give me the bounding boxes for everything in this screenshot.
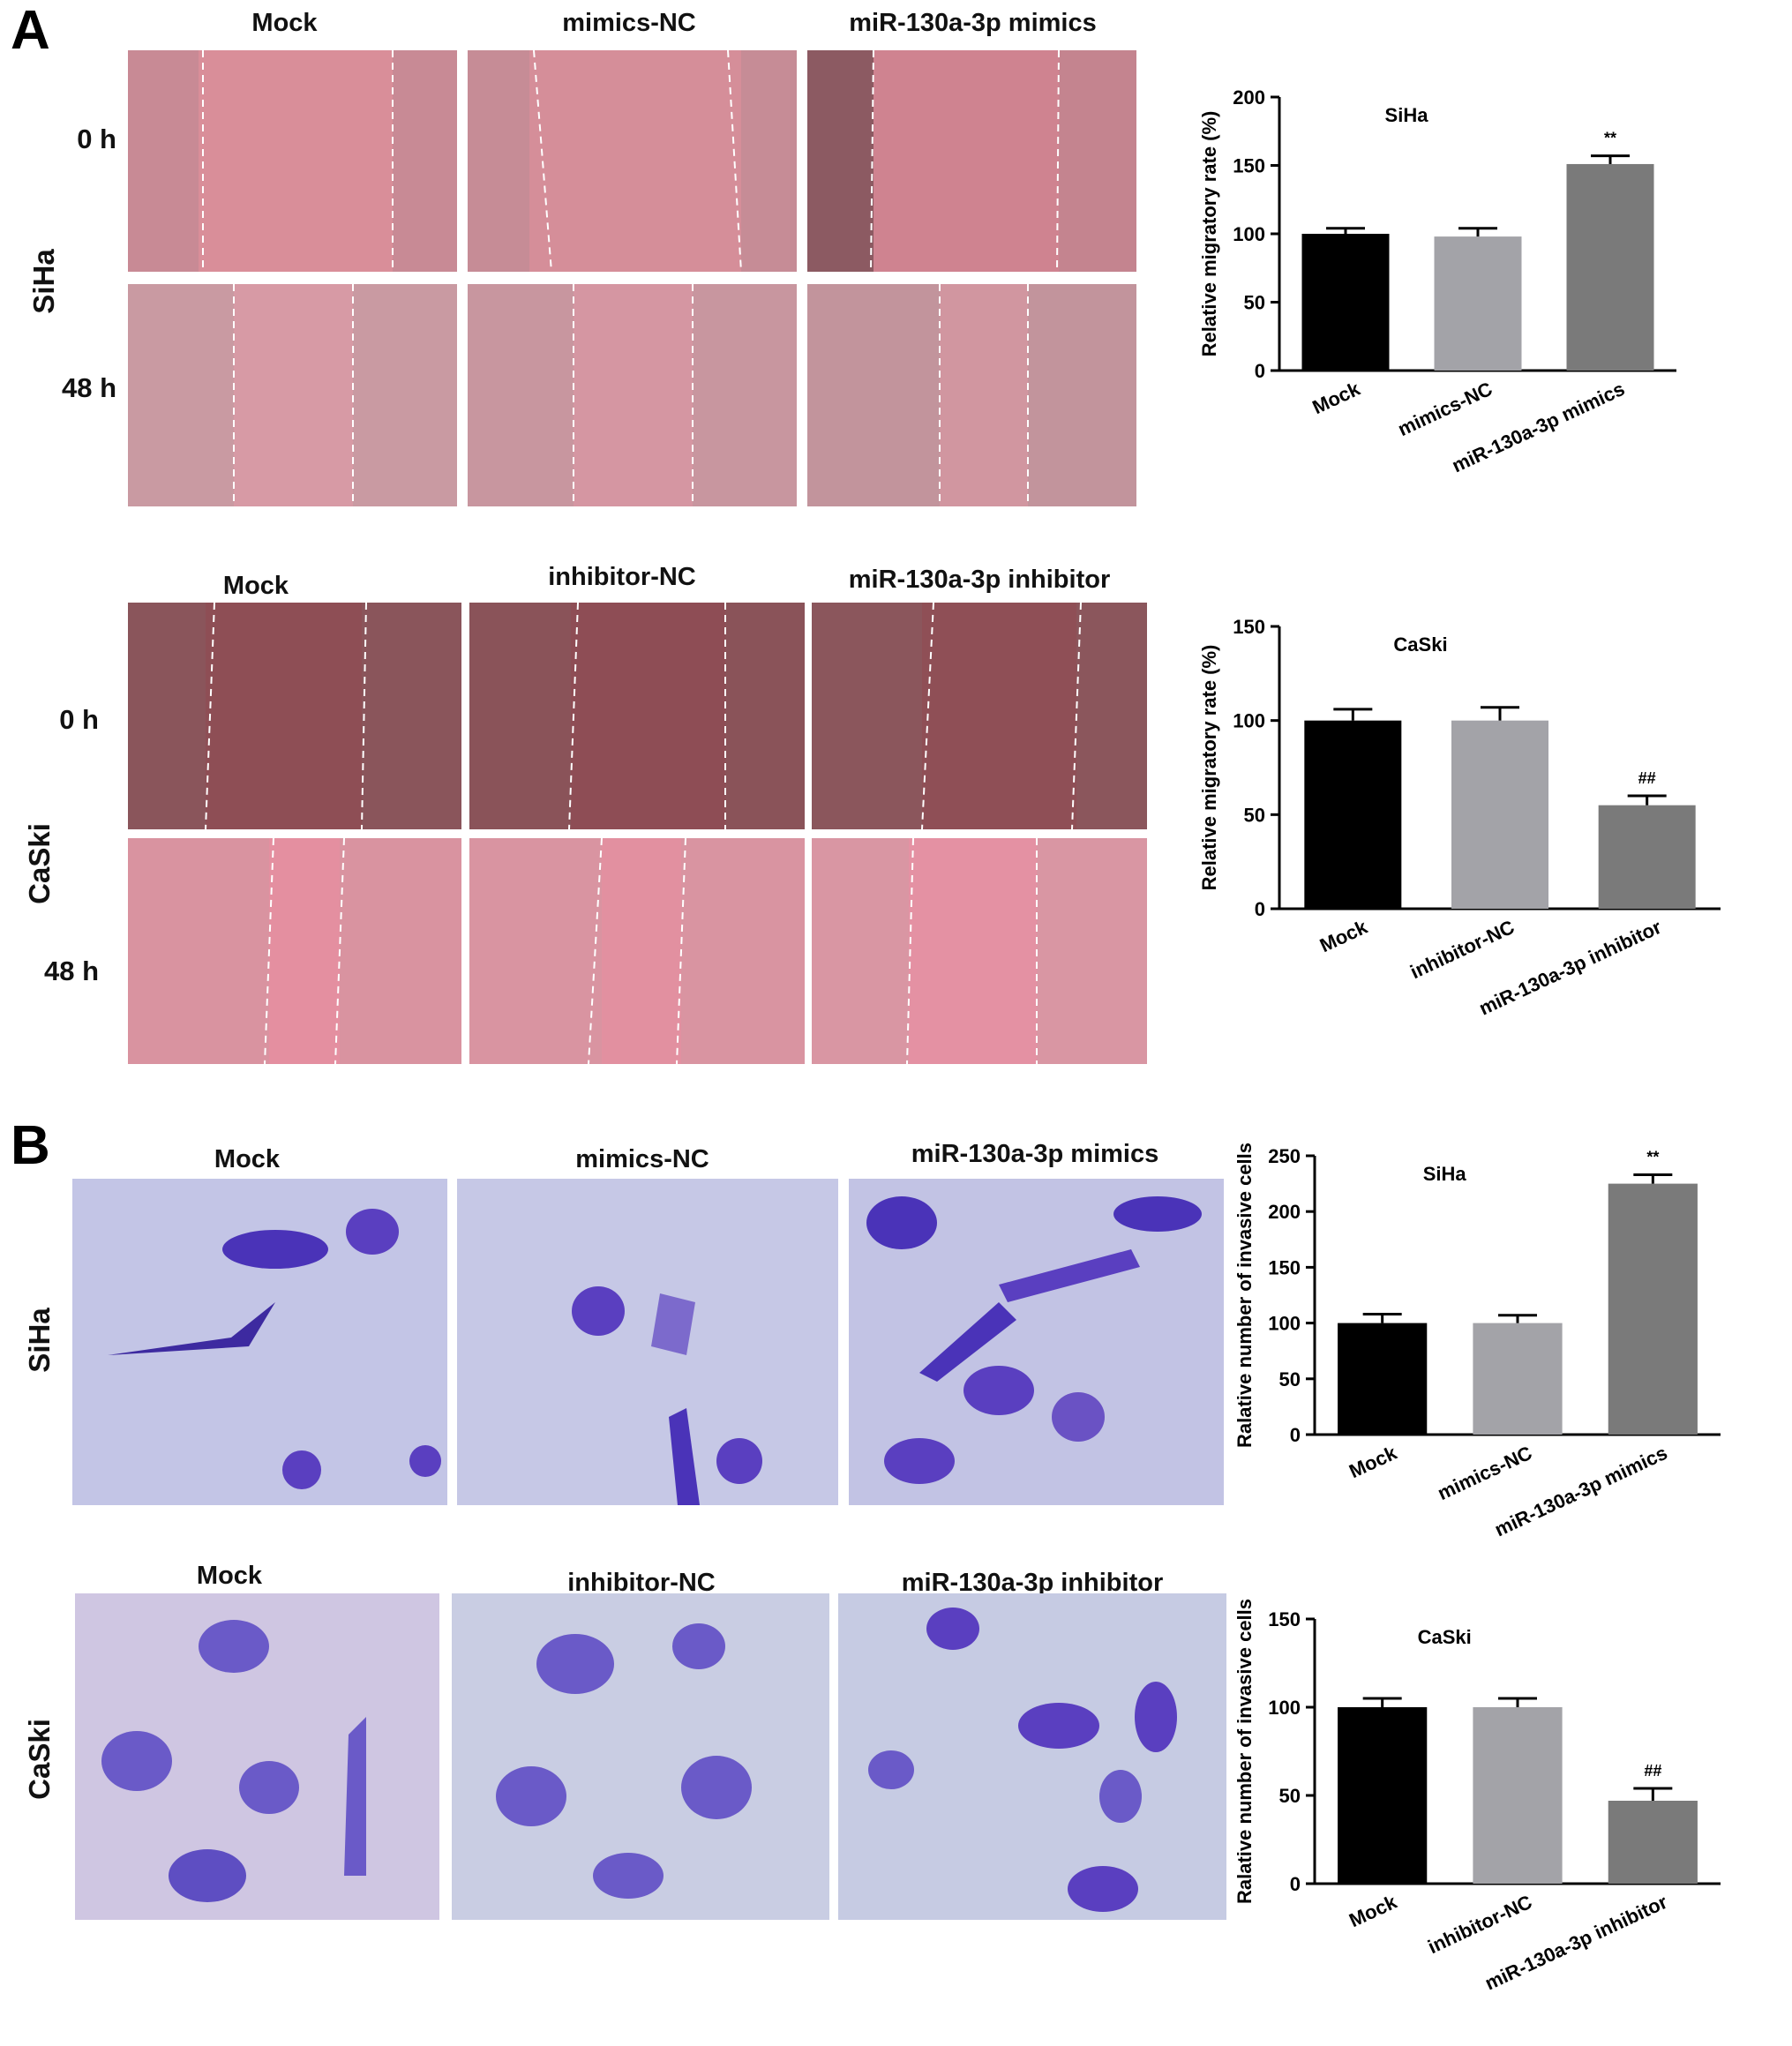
siha-invasion-col-mimics-nc: mimics-NC xyxy=(575,1145,709,1173)
y-axis-label: Relative migratory rate (%) xyxy=(1198,645,1220,891)
x-tick-label: Mock xyxy=(1316,916,1371,957)
y-axis-label: Ralative number of invasive cells xyxy=(1233,1143,1256,1448)
chart-siha-invasion: 0 50 100 150 200 250 Ralative number of invasi… xyxy=(1218,1120,1747,1597)
y-tick-label: 0 xyxy=(1290,1424,1301,1446)
siha-wound-side-label: SiHa xyxy=(27,249,60,314)
significance-label: ** xyxy=(1604,130,1616,147)
caski-invasion-side-label: CaSki xyxy=(23,1719,56,1800)
bar xyxy=(1608,1183,1698,1435)
y-axis-label: Ralative number of invasive cells xyxy=(1233,1599,1256,1904)
x-tick-label: Mock xyxy=(1346,1442,1400,1483)
wound-image-caski-inhibitor-nc-48h xyxy=(469,838,805,1064)
siha-invasion-side-label: SiHa xyxy=(23,1308,56,1373)
significance-label: ## xyxy=(1644,1762,1661,1780)
y-tick-label: 100 xyxy=(1233,710,1265,732)
y-tick-label: 50 xyxy=(1244,292,1265,314)
chart-title: CaSki xyxy=(1418,1626,1472,1648)
bar xyxy=(1566,163,1654,371)
chart-svg: 0 50 100 150 200 Relative migratory rate (%) S… xyxy=(1198,86,1676,476)
y-tick-label: 0 xyxy=(1290,1873,1301,1895)
chart-caski-migration: 0 50 100 150 Relative migratory rate (%) CaSk… xyxy=(1182,604,1747,1098)
wound-image-siha-mir-mimics-0h xyxy=(807,50,1136,272)
y-tick-label: 100 xyxy=(1233,223,1265,245)
bar xyxy=(1451,720,1548,909)
siha-invasion-col-mock: Mock xyxy=(214,1145,281,1173)
wound-image-siha-mir-mimics-48h xyxy=(807,284,1136,506)
caski-invasion-col-inhibitor-nc: inhibitor-NC xyxy=(567,1569,716,1597)
y-tick-label: 100 xyxy=(1268,1313,1301,1335)
wound-image-caski-inhibitor-nc-0h xyxy=(469,603,805,829)
bar xyxy=(1473,1707,1563,1884)
caski-wound-col-mock: Mock xyxy=(222,572,289,600)
wound-image-siha-mock-48h xyxy=(128,284,457,506)
invasion-image-siha-mimics-nc xyxy=(457,1179,838,1505)
wound-image-caski-mir-inhibitor-0h xyxy=(812,603,1147,829)
bar xyxy=(1301,234,1390,371)
x-tick-label: Mock xyxy=(1309,378,1364,419)
panel-label-a: A xyxy=(11,0,50,61)
caski-invasion-col-mock: Mock xyxy=(196,1562,263,1590)
x-tick-label: inhibitor-NC xyxy=(1424,1891,1535,1958)
x-tick-label: Mock xyxy=(1346,1891,1400,1932)
y-tick-label: 50 xyxy=(1279,1368,1301,1390)
siha-invasion-col-mir-mimics: miR-130a-3p mimics xyxy=(911,1140,1159,1168)
wound-image-caski-mir-inhibitor-48h xyxy=(812,838,1147,1064)
y-tick-label: 150 xyxy=(1268,1256,1301,1278)
caski-wound-col-mir-inhibitor: miR-130a-3p inhibitor xyxy=(848,566,1111,594)
wound-image-siha-mimics-nc-48h xyxy=(468,284,797,506)
y-axis-label: Relative migratory rate (%) xyxy=(1198,111,1220,357)
significance-label: ## xyxy=(1638,769,1656,787)
chart-svg: 0 50 100 150 Relative migratory rate (%) CaSk… xyxy=(1198,616,1721,1020)
x-tick-label: mimics-NC xyxy=(1434,1442,1535,1504)
bar xyxy=(1338,1707,1428,1884)
chart-title: CaSki xyxy=(1393,633,1447,656)
y-tick-label: 150 xyxy=(1233,155,1265,177)
chart-title: SiHa xyxy=(1385,104,1429,126)
siha-wound-row-0h: 0 h xyxy=(77,124,116,154)
siha-wound-col-mimics-nc: mimics-NC xyxy=(562,9,696,37)
siha-wound-col-mock: Mock xyxy=(251,9,318,37)
wound-image-caski-mock-0h xyxy=(128,603,461,829)
invasion-image-caski-mir-inhibitor xyxy=(838,1593,1226,1920)
caski-wound-side-label: CaSki xyxy=(23,823,56,904)
bar xyxy=(1473,1323,1563,1435)
bar xyxy=(1304,720,1402,909)
caski-invasion-col-mir-inhibitor: miR-130a-3p inhibitor xyxy=(901,1569,1164,1597)
panel-label-b: B xyxy=(11,1115,50,1176)
siha-wound-row-48h: 48 h xyxy=(61,372,116,403)
chart-svg: 0 50 100 150 200 250 Ralative number of invasi… xyxy=(1233,1143,1721,1540)
bar xyxy=(1338,1323,1428,1435)
caski-wound-row-48h: 48 h xyxy=(43,956,99,986)
caski-wound-row-0h: 0 h xyxy=(59,704,99,735)
wound-image-siha-mimics-nc-0h xyxy=(468,50,797,272)
bar xyxy=(1608,1801,1698,1884)
y-tick-label: 50 xyxy=(1279,1785,1301,1807)
invasion-image-siha-mir-mimics xyxy=(849,1179,1224,1505)
y-tick-label: 150 xyxy=(1268,1608,1301,1630)
x-tick-label: mimics-NC xyxy=(1394,378,1496,440)
y-tick-label: 50 xyxy=(1244,804,1265,826)
y-tick-label: 150 xyxy=(1233,616,1265,638)
y-tick-label: 200 xyxy=(1233,86,1265,109)
invasion-image-caski-mock xyxy=(75,1593,439,1920)
y-tick-label: 200 xyxy=(1268,1201,1301,1223)
invasion-image-caski-inhibitor-nc xyxy=(452,1593,829,1920)
chart-siha-migration: 0 50 100 150 200 Relative migratory rate (%) S… xyxy=(1182,62,1747,521)
chart-svg: 0 50 100 150 Ralative number of invasive cel… xyxy=(1233,1599,1721,1995)
invasion-image-siha-mock xyxy=(72,1179,447,1505)
bar xyxy=(1434,236,1522,371)
significance-label: ** xyxy=(1646,1148,1659,1165)
bar xyxy=(1598,805,1696,909)
y-tick-label: 0 xyxy=(1255,360,1265,382)
siha-wound-col-mir-mimics: miR-130a-3p mimics xyxy=(849,9,1097,37)
y-tick-label: 250 xyxy=(1268,1145,1301,1167)
chart-caski-invasion: 0 50 100 150 Ralative number of invasive cel… xyxy=(1218,1588,1747,2029)
wound-image-siha-mock-0h xyxy=(128,50,457,272)
y-tick-label: 0 xyxy=(1255,898,1265,920)
wound-image-caski-mock-48h xyxy=(128,838,461,1064)
y-tick-label: 100 xyxy=(1268,1697,1301,1719)
caski-wound-col-inhibitor-nc: inhibitor-NC xyxy=(548,563,696,591)
chart-title: SiHa xyxy=(1423,1163,1467,1185)
x-tick-label: inhibitor-NC xyxy=(1406,916,1518,983)
